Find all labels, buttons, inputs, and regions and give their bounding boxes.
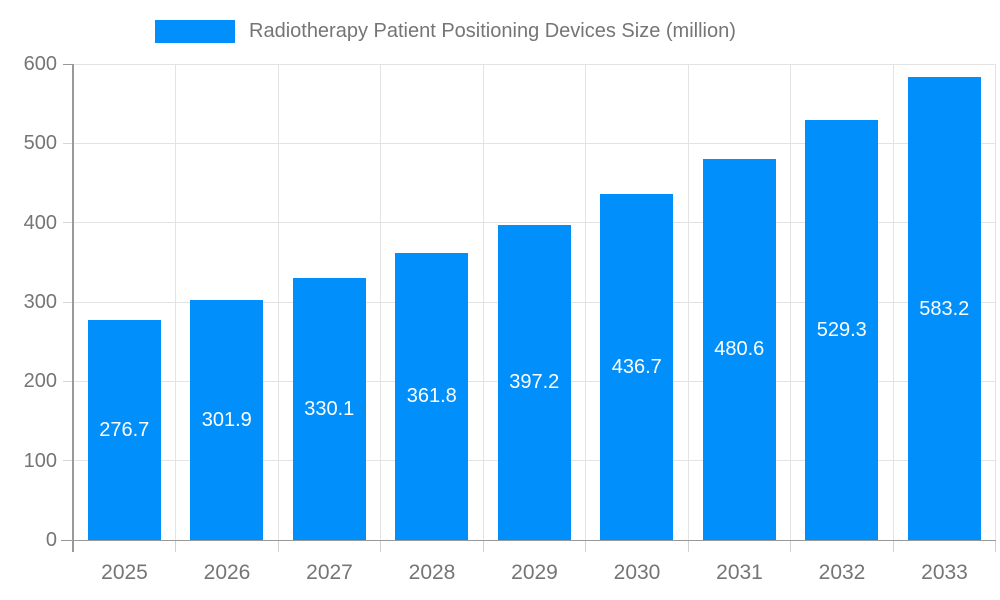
x-axis-category-label: 2025 bbox=[101, 561, 148, 584]
y-axis-tick bbox=[63, 460, 73, 462]
x-axis-category-label: 2031 bbox=[716, 561, 763, 584]
y-axis-tick bbox=[63, 222, 73, 224]
x-axis-category-label: 2032 bbox=[818, 561, 866, 584]
x-gridline bbox=[790, 64, 791, 540]
x-axis-category-label: 2029 bbox=[511, 561, 558, 584]
bar-2026 bbox=[190, 300, 264, 540]
y-axis-tick bbox=[63, 142, 73, 144]
bar-2028 bbox=[395, 252, 469, 540]
y-axis-tick-label: 300 bbox=[23, 291, 57, 313]
legend-item[interactable]: Radiotherapy Patient Positioning Devices… bbox=[155, 14, 736, 48]
x-gridline bbox=[687, 64, 689, 540]
x-axis-tick bbox=[790, 540, 791, 552]
y-axis-tick-label: 200 bbox=[23, 370, 57, 393]
bar-value-label: 480.6 bbox=[714, 338, 765, 361]
bar-value-label: 330.1 bbox=[304, 398, 355, 421]
x-axis-tick bbox=[892, 540, 894, 552]
x-gridline bbox=[995, 64, 996, 540]
x-axis-tick bbox=[995, 540, 996, 552]
x-axis-category-label: 2028 bbox=[408, 561, 456, 584]
bar-value-label: 529.3 bbox=[816, 319, 867, 342]
x-axis-tick bbox=[687, 540, 689, 552]
legend-label: Radiotherapy Patient Positioning Devices… bbox=[249, 19, 736, 42]
y-axis-tick-label: 100 bbox=[23, 449, 57, 472]
x-gridline bbox=[277, 64, 279, 540]
y-axis-tick-label: 0 bbox=[45, 529, 57, 551]
y-gridline bbox=[73, 222, 996, 224]
bar-2030 bbox=[600, 193, 674, 540]
x-axis-category-label: 2027 bbox=[306, 561, 353, 584]
bar-2033 bbox=[907, 77, 981, 540]
x-axis-tick bbox=[585, 540, 586, 552]
bar-value-label: 436.7 bbox=[611, 355, 662, 378]
x-axis-tick bbox=[482, 540, 484, 552]
y-gridline bbox=[73, 63, 996, 65]
x-axis-category-label: 2030 bbox=[613, 561, 661, 584]
x-gridline bbox=[175, 64, 176, 540]
y-axis-tick-label: 400 bbox=[23, 211, 57, 234]
x-axis-tick bbox=[277, 540, 279, 552]
bar-2027 bbox=[292, 278, 366, 540]
x-gridline bbox=[380, 64, 381, 540]
x-axis-category-label: 2026 bbox=[203, 561, 251, 584]
y-axis-tick bbox=[63, 63, 73, 65]
legend-swatch bbox=[155, 19, 235, 43]
x-gridline bbox=[482, 64, 484, 540]
y-axis-tick-label: 500 bbox=[23, 132, 57, 155]
bar-value-label: 397.2 bbox=[509, 371, 560, 394]
x-axis-tick bbox=[380, 540, 381, 552]
x-gridline bbox=[892, 64, 894, 540]
bar-value-label: 276.7 bbox=[99, 419, 150, 442]
bar-2025 bbox=[87, 320, 161, 540]
x-gridline bbox=[585, 64, 586, 540]
bar-2032 bbox=[805, 120, 879, 540]
bar-value-label: 301.9 bbox=[201, 409, 252, 432]
bar-value-label: 583.2 bbox=[919, 297, 970, 320]
bar-2029 bbox=[497, 224, 571, 540]
bar-value-label: 361.8 bbox=[406, 385, 457, 408]
x-axis-category-label: 2033 bbox=[921, 561, 968, 584]
y-axis-line bbox=[72, 64, 74, 552]
y-axis-tick-label: 600 bbox=[23, 53, 57, 75]
y-axis-tick bbox=[63, 301, 73, 303]
x-axis-tick bbox=[175, 540, 176, 552]
x-axis-line bbox=[61, 539, 996, 541]
y-gridline bbox=[73, 142, 996, 144]
bar-2031 bbox=[702, 158, 776, 540]
y-axis-tick bbox=[63, 380, 73, 382]
